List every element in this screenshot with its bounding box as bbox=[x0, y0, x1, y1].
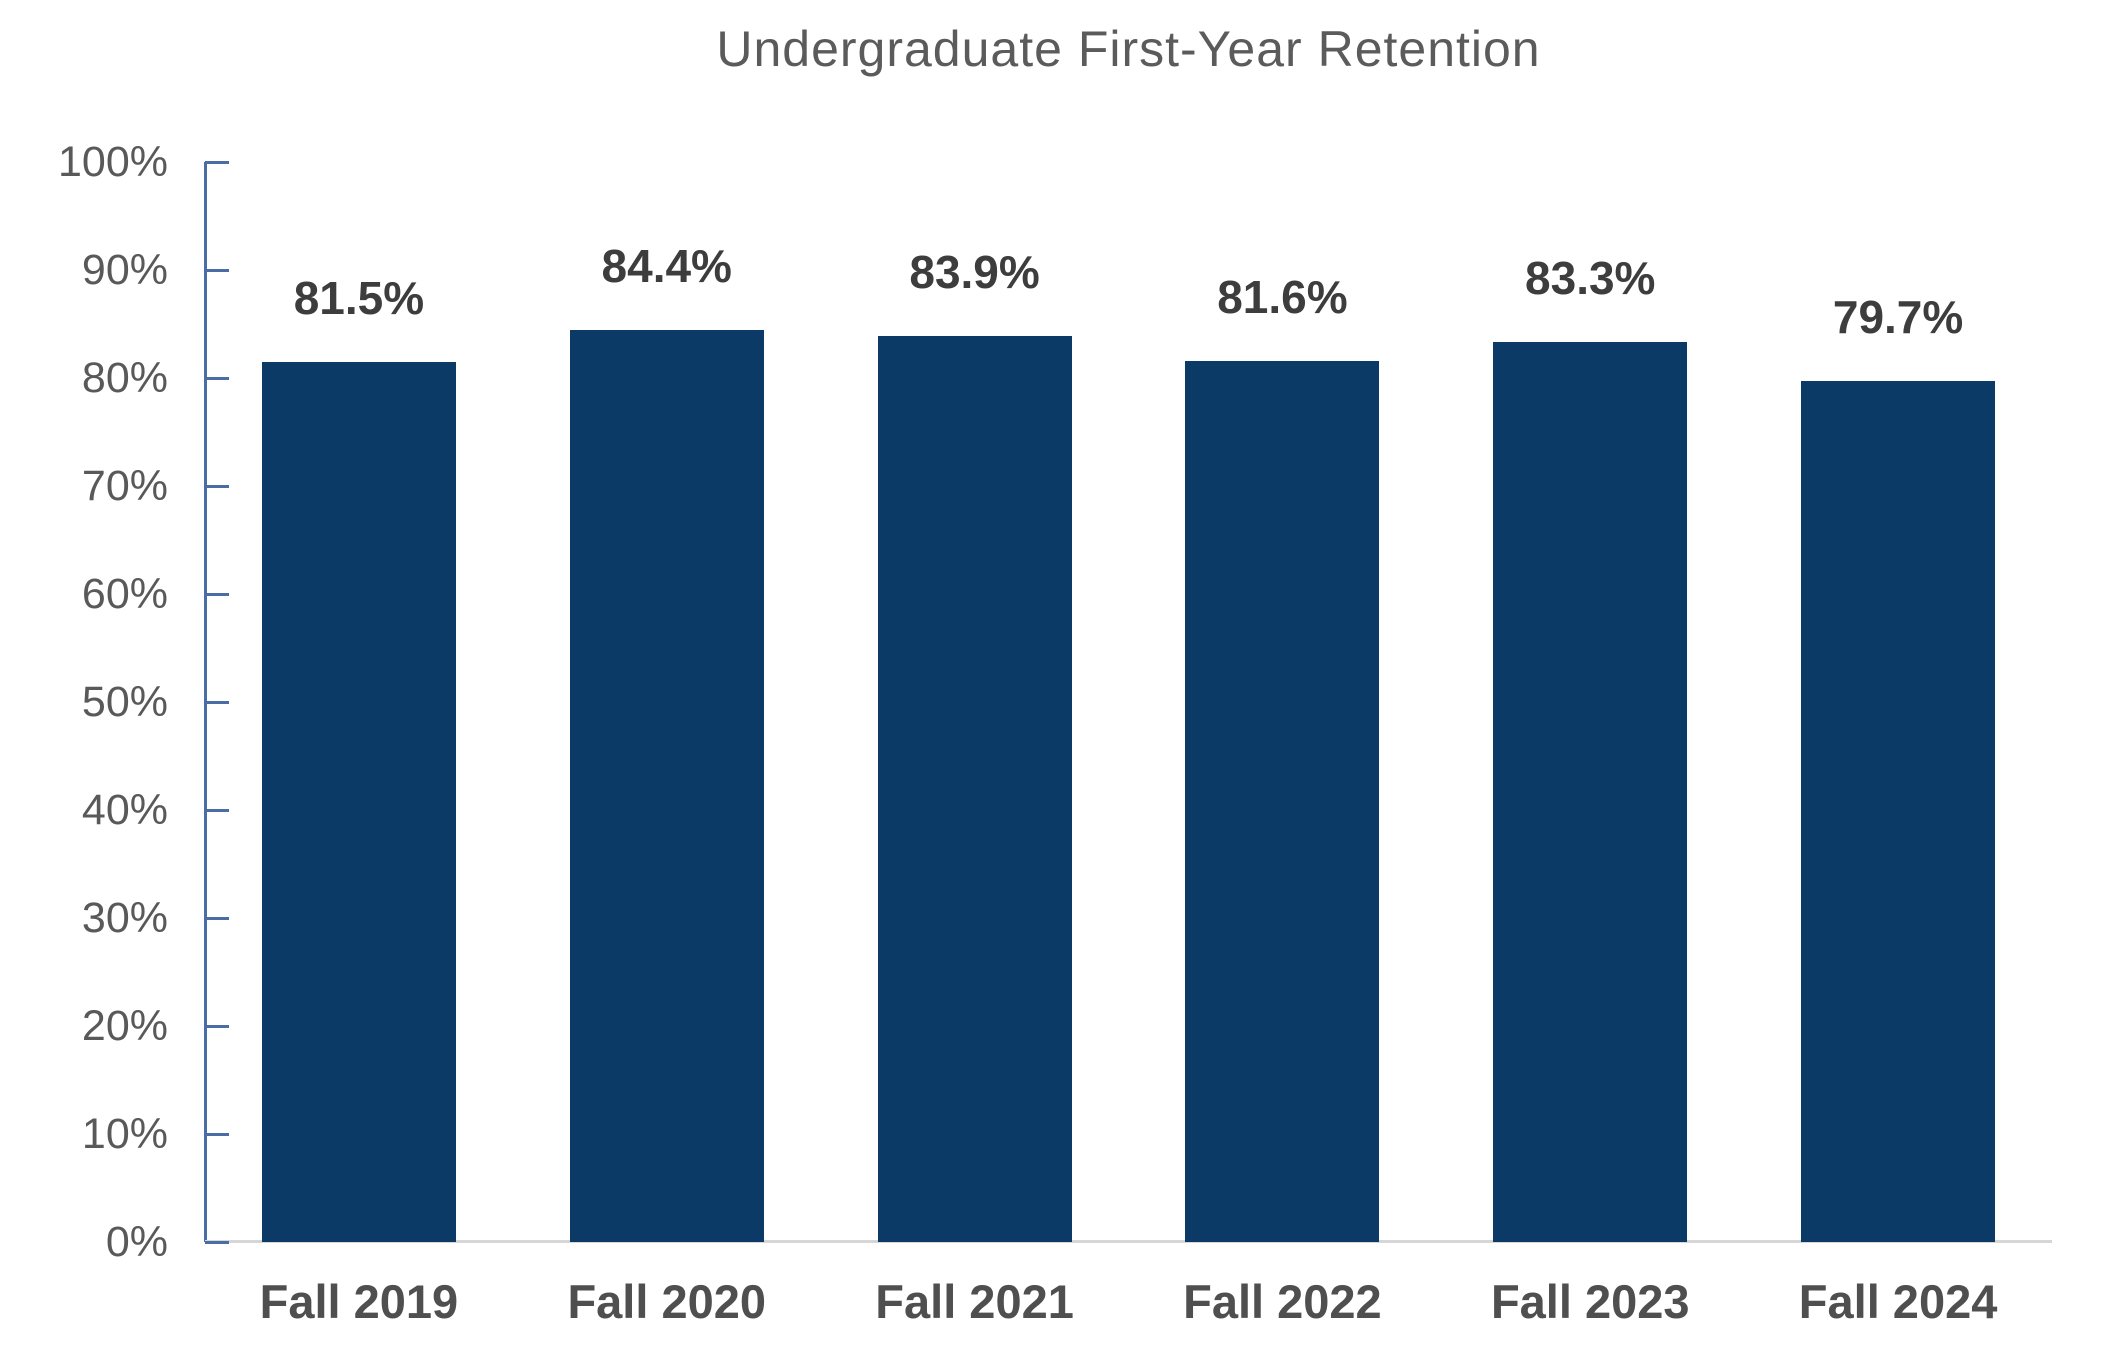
bar-value-label: 83.3% bbox=[1525, 252, 1656, 305]
y-axis-tick-label: 90% bbox=[81, 246, 168, 294]
y-axis-tick bbox=[205, 916, 229, 920]
category-label: Fall 2019 bbox=[259, 1275, 459, 1328]
y-axis-tick bbox=[205, 160, 229, 164]
y-axis-tick-label: 10% bbox=[81, 1110, 168, 1158]
bar-value-label: 81.5% bbox=[293, 271, 425, 324]
y-axis-tick-label: 30% bbox=[81, 894, 168, 942]
y-axis-tick-label: 50% bbox=[81, 678, 168, 726]
category-label: Fall 2023 bbox=[1490, 1275, 1690, 1328]
y-axis-tick bbox=[205, 808, 229, 812]
category-label: Fall 2021 bbox=[875, 1275, 1074, 1328]
y-axis-tick-label: 60% bbox=[81, 570, 168, 618]
bar-value-label: 84.4% bbox=[601, 240, 732, 293]
y-axis-tick-label: 70% bbox=[81, 462, 168, 510]
y-axis-tick bbox=[205, 1024, 229, 1028]
y-axis-tick-label: 20% bbox=[81, 1002, 168, 1050]
y-axis-tick bbox=[205, 1132, 229, 1136]
y-axis-tick-label: 80% bbox=[81, 354, 168, 402]
bar bbox=[569, 330, 764, 1242]
bar-value-label: 79.7% bbox=[1832, 291, 1964, 344]
category-label: Fall 2020 bbox=[567, 1275, 767, 1328]
y-axis-tick bbox=[205, 1240, 229, 1244]
y-axis-tick-label: 0% bbox=[105, 1218, 168, 1266]
bar bbox=[1185, 360, 1380, 1242]
bar bbox=[1493, 342, 1688, 1242]
bar bbox=[261, 361, 456, 1242]
y-axis-tick-label: 100% bbox=[58, 138, 168, 186]
y-axis-tick bbox=[205, 484, 229, 488]
bar-value-label: 81.6% bbox=[1217, 270, 1348, 323]
category-label: Fall 2024 bbox=[1798, 1275, 1998, 1328]
bar-value-label: 83.9% bbox=[909, 245, 1040, 298]
y-axis-tick-label: 40% bbox=[81, 786, 168, 834]
y-axis-tick bbox=[205, 268, 229, 272]
category-label: Fall 2022 bbox=[1183, 1275, 1382, 1328]
x-axis-baseline bbox=[205, 1240, 2052, 1243]
chart-title: Undergraduate First-Year Retention bbox=[716, 21, 1541, 77]
y-axis-tick bbox=[205, 592, 229, 596]
bar bbox=[877, 335, 1072, 1242]
bar bbox=[1801, 381, 1996, 1242]
y-axis-tick bbox=[205, 700, 229, 704]
y-axis-tick bbox=[205, 376, 229, 380]
